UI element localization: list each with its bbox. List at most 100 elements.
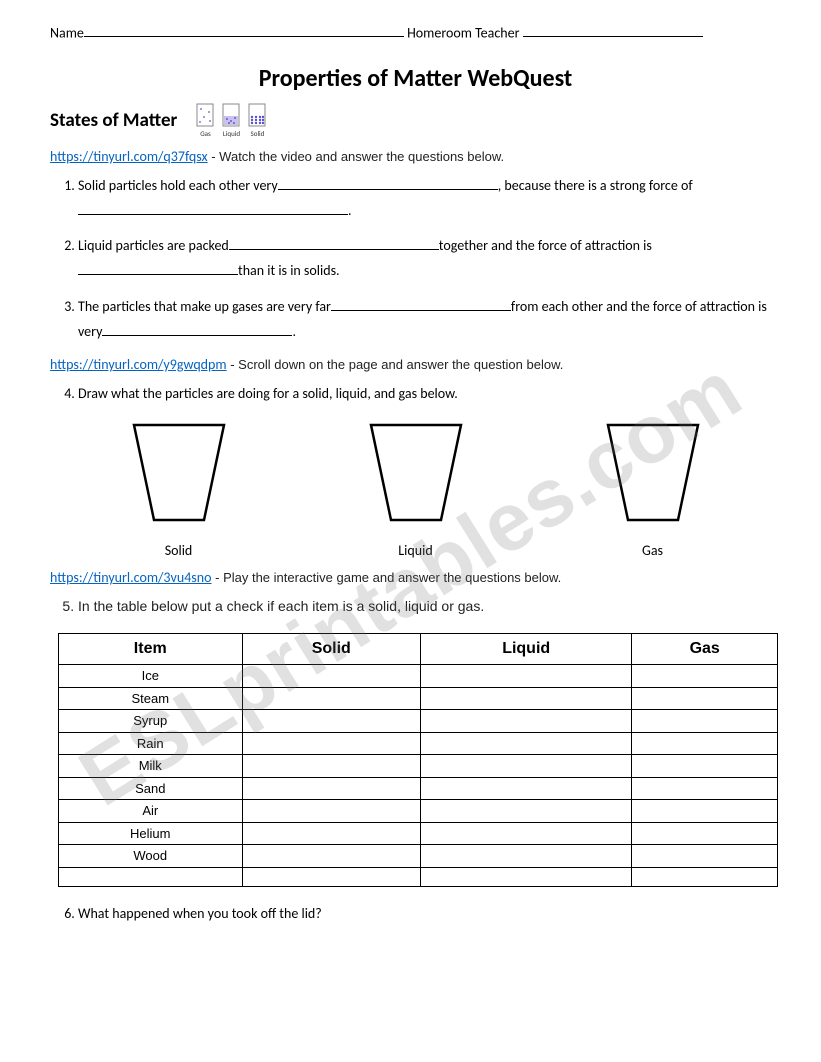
questions-4: Draw what the particles are doing for a … [50,381,781,406]
q3-text-c: very [78,323,102,340]
q1-text-a: Solid particles hold each other very [78,177,278,194]
item-cell: Syrup [59,710,243,733]
check-cell[interactable] [420,800,631,823]
cup-solid-label: Solid [119,540,239,561]
check-cell[interactable] [242,845,420,868]
check-cell[interactable] [420,687,631,710]
check-cell[interactable] [420,867,631,886]
table-row: Syrup [59,710,778,733]
item-cell: Milk [59,755,243,778]
name-label: Name [50,24,84,41]
check-cell[interactable] [420,665,631,688]
video-link[interactable]: https://tinyurl.com/q37fqsx [50,148,208,165]
check-cell[interactable] [242,710,420,733]
col-solid: Solid [242,634,420,665]
table-header-row: Item Solid Liquid Gas [59,634,778,665]
check-cell[interactable] [420,845,631,868]
table-row: Helium [59,822,778,845]
check-cell[interactable] [632,732,778,755]
video-link-line: https://tinyurl.com/q37fqsx - Watch the … [50,146,781,167]
cups-row: Solid Liquid Gas [50,420,781,561]
check-cell[interactable] [632,755,778,778]
header-fields: Name Homeroom Teacher [50,22,781,43]
q1-text-b: , because there is a strong force of [498,177,693,194]
check-cell[interactable] [632,687,778,710]
q2-text-c: than it is in solids. [238,262,340,279]
check-cell[interactable] [420,755,631,778]
beaker-liquid-label: Liquid [223,129,240,140]
items-table: Item Solid Liquid Gas IceSteamSyrupRainM… [58,633,778,887]
cup-gas-label: Gas [593,540,713,561]
q3-text-b: from each other and the force of attract… [511,298,767,315]
col-item: Item [59,634,243,665]
check-cell[interactable] [242,687,420,710]
check-cell[interactable] [632,800,778,823]
page-title: Properties of Matter WebQuest [50,61,781,97]
table-row: Wood [59,845,778,868]
q2-blank-2[interactable] [78,260,238,275]
col-liquid: Liquid [420,634,631,665]
beaker-solid-icon: Solid [246,103,268,140]
q3-blank-2[interactable] [102,320,292,335]
cup-liquid: Liquid [356,420,476,561]
table-row: Ice [59,665,778,688]
item-cell: Helium [59,822,243,845]
check-cell[interactable] [632,822,778,845]
cup-liquid-icon [356,420,476,530]
table-row: Sand [59,777,778,800]
teacher-label: Homeroom Teacher [407,24,519,41]
table-row [59,867,778,886]
section-header-row: States of Matter Gas Liquid Solid [50,103,781,140]
question-1: Solid particles hold each other very , be… [78,173,781,223]
check-cell[interactable] [242,822,420,845]
check-cell[interactable] [632,867,778,886]
check-cell[interactable] [420,822,631,845]
q1-blank-1[interactable] [278,175,498,190]
table-row: Rain [59,732,778,755]
check-cell[interactable] [632,665,778,688]
game-link[interactable]: https://tinyurl.com/3vu4sno [50,569,212,586]
item-cell [59,867,243,886]
check-cell[interactable] [242,800,420,823]
item-cell: Ice [59,665,243,688]
check-cell[interactable] [242,755,420,778]
questions-6: What happened when you took off the lid? [50,901,781,926]
check-cell[interactable] [632,845,778,868]
beaker-gas-icon: Gas [194,103,216,140]
q2-blank-1[interactable] [229,235,439,250]
worksheet-page: Name Homeroom Teacher Properties of Matt… [0,0,821,976]
q2-text-a: Liquid particles are packed [78,237,229,254]
questions-1to3: Solid particles hold each other very , be… [50,173,781,344]
check-cell[interactable] [632,710,778,733]
beaker-liquid-icon: Liquid [220,103,242,140]
cup-solid: Solid [119,420,239,561]
q1-period: . [348,202,352,219]
check-cell[interactable] [242,867,420,886]
q2-text-b: together and the force of attraction is [439,237,652,254]
teacher-blank[interactable] [523,22,703,37]
table-row: Air [59,800,778,823]
check-cell[interactable] [242,732,420,755]
check-cell[interactable] [420,710,631,733]
name-blank[interactable] [84,22,404,37]
cup-solid-icon [119,420,239,530]
check-cell[interactable] [242,777,420,800]
question-5: In the table below put a check if each i… [78,594,781,619]
game-instruction: - Play the interactive game and answer t… [212,570,562,585]
q1-blank-2[interactable] [78,200,348,215]
question-4: Draw what the particles are doing for a … [78,381,781,406]
item-cell: Wood [59,845,243,868]
table-row: Steam [59,687,778,710]
check-cell[interactable] [242,665,420,688]
item-cell: Sand [59,777,243,800]
check-cell[interactable] [632,777,778,800]
scroll-link[interactable]: https://tinyurl.com/y9gwqdpm [50,356,227,373]
question-2: Liquid particles are packed together and … [78,233,781,283]
col-gas: Gas [632,634,778,665]
q3-blank-1[interactable] [331,295,511,310]
check-cell[interactable] [420,777,631,800]
check-cell[interactable] [420,732,631,755]
cup-gas: Gas [593,420,713,561]
item-cell: Air [59,800,243,823]
question-3: The particles that make up gases are ver… [78,294,781,344]
